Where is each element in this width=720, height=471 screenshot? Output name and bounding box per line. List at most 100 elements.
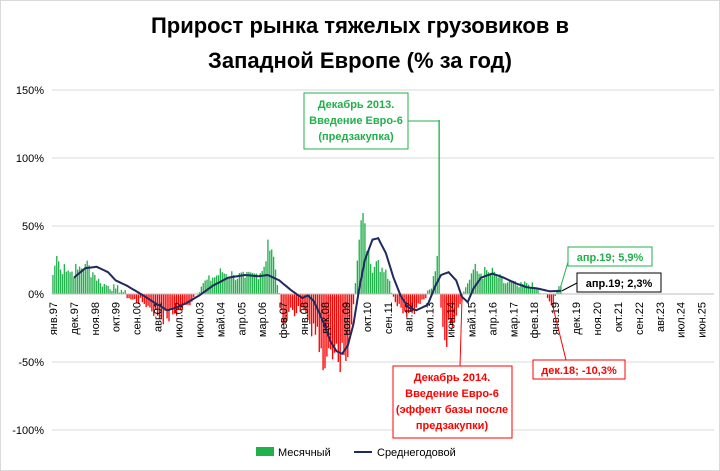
monthly-bar (465, 287, 467, 294)
monthly-bar (164, 294, 166, 311)
monthly-bar (198, 292, 201, 294)
monthly-bar (333, 294, 336, 353)
monthly-bar (423, 294, 425, 300)
x-tick-label: дек.97 (69, 302, 81, 335)
monthly-bar (482, 278, 484, 294)
annotation-dec-2013-line-1: Декабрь 2013. (318, 99, 395, 111)
monthly-bar (366, 251, 368, 294)
monthly-bar (143, 294, 145, 304)
monthly-bar (446, 294, 448, 347)
monthly-bar (337, 294, 339, 362)
monthly-bar (533, 287, 535, 294)
annotation-apr19-average: апр.19; 2,3% (561, 272, 662, 293)
x-tick-label: дек.08 (320, 302, 332, 335)
monthly-bar (223, 273, 225, 294)
monthly-bar (508, 280, 511, 294)
x-tick-label: июл.02 (174, 302, 186, 338)
x-tick-label: авг.23 (655, 302, 667, 332)
monthly-bar (105, 285, 107, 294)
monthly-bar (65, 271, 67, 294)
monthly-bar (86, 260, 88, 294)
monthly-bar (388, 280, 391, 294)
monthly-bar (124, 290, 126, 294)
monthly-bar (413, 294, 416, 315)
monthly-bar (398, 294, 400, 304)
monthly-bar (520, 282, 522, 294)
monthly-bar (419, 294, 421, 304)
monthly-bar (139, 294, 142, 298)
x-tick-label: фев.07 (278, 302, 290, 338)
monthly-bar (187, 294, 189, 305)
x-axis: янв.97 дек.97 ноя.98 окт.99 сен.00 авг.01 июл.… (48, 302, 709, 338)
monthly-bar (535, 288, 537, 294)
monthly-bar (82, 269, 85, 294)
x-tick-label: сен.00 (132, 302, 144, 335)
monthly-bar (377, 260, 379, 294)
x-tick-label: авг.01 (153, 302, 165, 332)
monthly-bar (295, 294, 298, 314)
monthly-bar (240, 272, 242, 294)
monthly-bar (470, 273, 473, 294)
monthly-bar (392, 294, 395, 297)
monthly-bar (175, 294, 178, 316)
monthly-bar (267, 239, 269, 294)
monthly-bar (468, 279, 471, 294)
monthly-bar (447, 294, 450, 320)
monthly-bar (484, 267, 486, 294)
x-tick-label: сен.11 (383, 302, 395, 334)
x-tick-label: июн.25 (697, 302, 709, 338)
x-tick-label: июл.13 (425, 302, 437, 338)
monthly-bar (168, 294, 170, 322)
monthly-bar (487, 272, 490, 294)
y-tick-label: 50% (22, 221, 44, 233)
monthly-bar (135, 294, 138, 303)
monthly-bar (274, 269, 277, 294)
monthly-bar (330, 294, 332, 350)
y-tick-label: -50% (18, 357, 44, 369)
monthly-bar (554, 294, 556, 296)
annotation-apr19-average-box (576, 272, 662, 293)
monthly-bar (368, 250, 370, 294)
x-tick-label: сен.22 (634, 302, 646, 335)
x-tick-label: июн.03 (194, 302, 206, 338)
monthly-bar (67, 270, 69, 294)
monthly-bar (345, 294, 347, 362)
annotation-dec-2014: Декабрь 2014. Введение Евро-6 (эффект ба… (392, 299, 513, 439)
monthly-bar (362, 213, 364, 294)
x-tick-label: июн.14 (446, 302, 458, 338)
monthly-bar (400, 294, 402, 308)
monthly-bar (257, 279, 260, 294)
monthly-bar (189, 294, 191, 306)
monthly-bar (177, 294, 180, 311)
monthly-bar (63, 264, 66, 294)
monthly-bar (236, 278, 239, 294)
monthly-bar (107, 285, 109, 294)
monthly-bar (335, 294, 338, 344)
monthly-bar (234, 280, 237, 294)
monthly-bar (409, 294, 412, 312)
chart-title-line-1: Прирост рынка тяжелых грузовиков в (151, 13, 569, 38)
monthly-bar (90, 277, 92, 294)
monthly-bar (326, 294, 328, 357)
monthly-bar (495, 274, 497, 294)
monthly-bar (145, 294, 147, 308)
monthly-bar (174, 294, 176, 314)
monthly-bar (278, 292, 280, 294)
monthly-bar (524, 281, 526, 294)
monthly-bar (132, 294, 134, 300)
monthly-bar (130, 294, 132, 300)
monthly-bar (369, 264, 372, 294)
monthly-bar (276, 285, 279, 294)
monthly-bar (113, 284, 115, 294)
monthly-bar (417, 294, 419, 304)
monthly-bar (221, 272, 223, 294)
annotation-dec-2014-line-1: Декабрь 2014. (414, 372, 491, 384)
monthly-bar (486, 270, 488, 294)
monthly-bar (170, 294, 172, 310)
monthly-bar (309, 294, 311, 324)
x-tick-label: ноя.98 (90, 302, 102, 335)
monthly-bar (206, 279, 208, 294)
monthly-bar (59, 269, 62, 294)
annotation-dec18-box (532, 359, 626, 380)
monthly-bar (350, 294, 353, 325)
